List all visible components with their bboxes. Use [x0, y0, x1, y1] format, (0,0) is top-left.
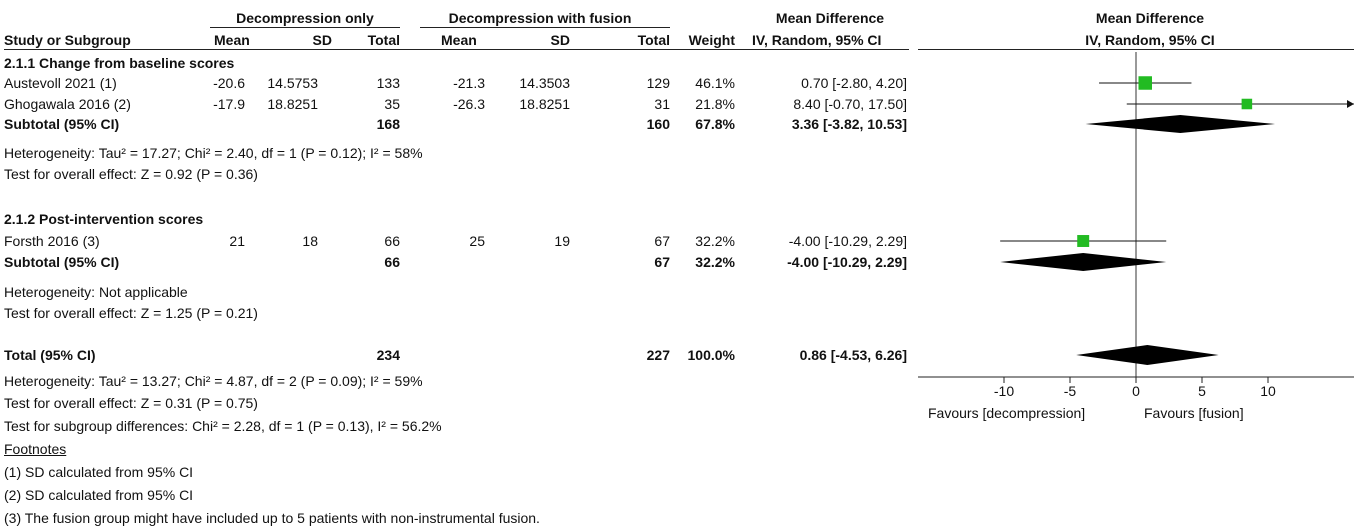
md-sub-header: IV, Random, 95% CI — [752, 32, 882, 48]
x-tick-label: -10 — [994, 383, 1014, 399]
subgroup1-overall-effect: Test for overall effect: Z = 0.92 (P = 0… — [4, 166, 258, 182]
mean2-cell: -26.3 — [453, 96, 485, 112]
total2-col-header: Total — [637, 32, 670, 48]
total2-cell: 31 — [654, 96, 670, 112]
total-label: Total (95% CI) — [4, 347, 96, 363]
subtotal-total1: 66 — [384, 254, 400, 270]
group1-rule — [210, 27, 400, 28]
total-heterogeneity: Heterogeneity: Tau² = 13.27; Chi² = 4.87… — [4, 373, 423, 389]
sd1-col-header: SD — [312, 32, 332, 48]
ci-cell: 8.40 [-0.70, 17.50] — [793, 96, 907, 112]
sd2-col-header: SD — [550, 32, 570, 48]
subgroup-differences: Test for subgroup differences: Chi² = 2.… — [4, 418, 442, 434]
total1-col-header: Total — [367, 32, 400, 48]
sd2-cell: 14.3503 — [519, 75, 570, 91]
subtotal-label: Subtotal (95% CI) — [4, 254, 120, 270]
study-name: Austevoll 2021 (1) — [4, 75, 117, 91]
subtotal-ci: -4.00 [-10.29, 2.29] — [787, 254, 907, 270]
study-col-header: Study or Subgroup — [4, 32, 131, 48]
total-total2: 227 — [646, 347, 670, 363]
total-total1: 234 — [376, 347, 400, 363]
mean1-cell: 21 — [229, 233, 245, 249]
total1-cell: 66 — [384, 233, 400, 249]
pooled-diamond — [1000, 253, 1167, 271]
subtotal-total1: 168 — [376, 116, 400, 132]
pooled-diamond — [1076, 345, 1219, 365]
total-ci: 0.86 [-4.53, 6.26] — [799, 347, 907, 363]
mean1-cell: -17.9 — [213, 96, 245, 112]
subtotal-weight: 67.8% — [695, 116, 735, 132]
md-sub-plot-header: IV, Random, 95% CI — [1085, 32, 1215, 48]
weight-cell: 46.1% — [695, 75, 735, 91]
mean2-cell: -21.3 — [453, 75, 485, 91]
subgroup2-heterogeneity: Heterogeneity: Not applicable — [4, 284, 188, 300]
md-plot-header: Mean Difference — [1095, 10, 1205, 26]
total-weight: 100.0% — [687, 347, 735, 363]
total1-cell: 133 — [376, 75, 400, 91]
favours-left-label: Favours [decompression] — [928, 405, 1086, 421]
header-rule — [4, 49, 909, 50]
footnote: (2) SD calculated from 95% CI — [4, 487, 194, 503]
x-tick-label: -5 — [1064, 383, 1077, 399]
subtotal-weight: 32.2% — [695, 254, 735, 270]
footnote: (1) SD calculated from 95% CI — [4, 464, 194, 480]
sd2-cell: 18.8251 — [519, 96, 570, 112]
group1-header: Decompression only — [236, 10, 374, 26]
study-point — [1241, 98, 1253, 110]
total-overall-effect: Test for overall effect: Z = 0.31 (P = 0… — [4, 395, 258, 411]
subtotal-total2: 67 — [654, 254, 670, 270]
subgroup1-heterogeneity: Heterogeneity: Tau² = 17.27; Chi² = 2.40… — [4, 145, 423, 161]
footnotes-title: Footnotes — [4, 441, 67, 457]
mean2-cell: 25 — [469, 233, 485, 249]
mean1-col-header: Mean — [214, 32, 250, 48]
weight-col-header: Weight — [688, 32, 735, 48]
subgroup2-title: 2.1.2 Post-intervention scores — [4, 211, 204, 227]
x-tick-label: 0 — [1132, 383, 1140, 399]
favours-right-label: Favours [fusion] — [1144, 405, 1244, 421]
study-point — [1138, 76, 1152, 90]
study-name: Forsth 2016 (3) — [4, 233, 100, 249]
weight-cell: 32.2% — [695, 233, 735, 249]
pooled-diamond — [1085, 115, 1275, 133]
sd1-cell: 14.5753 — [267, 75, 318, 91]
subtotal-label: Subtotal (95% CI) — [4, 116, 120, 132]
x-tick-label: 5 — [1198, 383, 1206, 399]
mean2-col-header: Mean — [441, 32, 477, 48]
ci-cell: 0.70 [-2.80, 4.20] — [801, 75, 907, 91]
subtotal-ci: 3.36 [-3.82, 10.53] — [791, 116, 907, 132]
ci-arrow-right — [1347, 100, 1354, 108]
study-name: Ghogawala 2016 (2) — [4, 96, 131, 112]
subtotal-total2: 160 — [646, 116, 670, 132]
total2-cell: 67 — [654, 233, 670, 249]
group2-rule — [420, 27, 670, 28]
subgroup2-overall-effect: Test for overall effect: Z = 1.25 (P = 0… — [4, 305, 258, 321]
mean1-cell: -20.6 — [213, 75, 245, 91]
sd2-cell: 19 — [554, 233, 570, 249]
study-point — [1077, 235, 1090, 247]
subgroup1-title: 2.1.1 Change from baseline scores — [4, 55, 235, 71]
sd1-cell: 18.8251 — [267, 96, 318, 112]
total1-cell: 35 — [384, 96, 400, 112]
x-tick-label: 10 — [1260, 383, 1276, 399]
weight-cell: 21.8% — [695, 96, 735, 112]
group2-header: Decompression with fusion — [448, 10, 632, 26]
total2-cell: 129 — [646, 75, 670, 91]
md-header: Mean Difference — [775, 10, 885, 26]
header-rule-plot — [918, 49, 1354, 50]
ci-cell: -4.00 [-10.29, 2.29] — [788, 233, 907, 249]
footnote: (3) The fusion group might have included… — [4, 510, 540, 526]
sd1-cell: 18 — [302, 233, 318, 249]
